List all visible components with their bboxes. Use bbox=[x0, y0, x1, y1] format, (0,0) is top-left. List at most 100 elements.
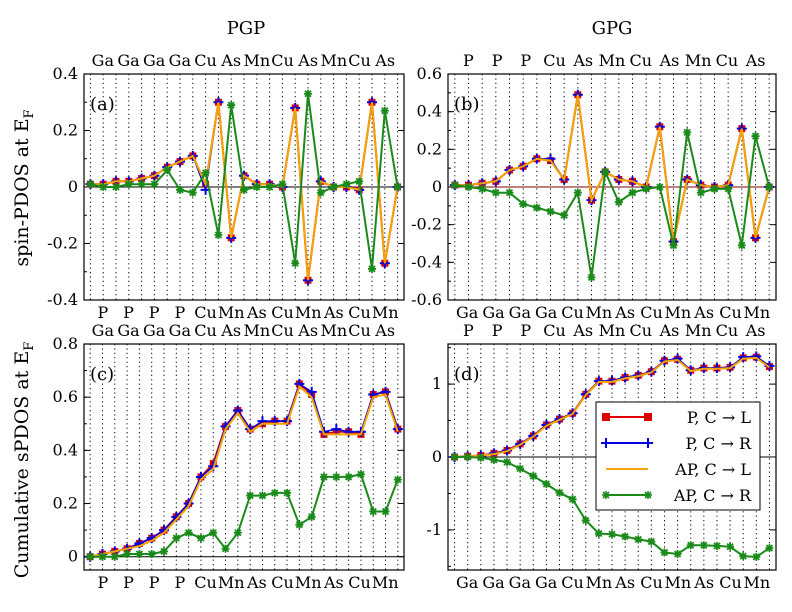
data-point bbox=[112, 183, 120, 191]
data-point bbox=[98, 552, 107, 561]
plot-frame bbox=[447, 73, 777, 301]
site-label: As bbox=[323, 573, 344, 592]
data-point bbox=[227, 101, 236, 110]
site-label: P bbox=[492, 321, 503, 340]
site-label: Ga bbox=[92, 51, 115, 70]
plot-frame bbox=[83, 73, 405, 301]
site-label: Cu bbox=[194, 321, 217, 340]
data-point bbox=[669, 241, 678, 250]
site-label: As bbox=[745, 51, 766, 70]
site-label: Cu bbox=[543, 321, 566, 340]
site-label: As bbox=[572, 51, 593, 70]
data-point bbox=[124, 180, 133, 189]
series-line-2 bbox=[454, 94, 771, 242]
site-label: Mn bbox=[664, 303, 691, 322]
data-point bbox=[381, 507, 390, 516]
site-label: P bbox=[174, 303, 185, 322]
legend: P, C → L P, C → R AP, C → L AP, C → R bbox=[595, 401, 761, 511]
site-label: As bbox=[374, 321, 395, 340]
plot-frame bbox=[83, 343, 405, 571]
site-label: Ga bbox=[482, 303, 505, 322]
site-label: Mn bbox=[743, 303, 770, 322]
site-label: Cu bbox=[271, 303, 294, 322]
y-axis-label-top: spin-PDOS at EF bbox=[11, 109, 37, 266]
site-label: Cu bbox=[640, 573, 663, 592]
data-point bbox=[221, 544, 230, 553]
site-label: As bbox=[297, 51, 318, 70]
y-tick-label: -0.4 bbox=[47, 290, 78, 309]
svg-text:spin-PDOS at EF: spin-PDOS at EF bbox=[11, 109, 37, 266]
data-point bbox=[329, 183, 338, 191]
data-point bbox=[581, 516, 590, 525]
data-point bbox=[306, 386, 317, 397]
data-point bbox=[478, 184, 487, 193]
y-tick-label: 0 bbox=[68, 547, 78, 566]
svg-text:Cumulative sPDOS at EF: Cumulative sPDOS at EF bbox=[11, 342, 37, 578]
data-point bbox=[464, 183, 473, 191]
site-label: P bbox=[174, 573, 185, 592]
data-point bbox=[137, 180, 146, 189]
data-point bbox=[621, 532, 630, 541]
site-label: As bbox=[220, 51, 241, 70]
y-tick-label: 0.2 bbox=[53, 121, 78, 140]
data-point bbox=[673, 549, 682, 558]
data-point bbox=[172, 534, 181, 543]
data-point bbox=[163, 166, 172, 175]
data-point bbox=[201, 168, 210, 177]
y-tick-label: -0.6 bbox=[411, 290, 442, 309]
data-point bbox=[686, 541, 695, 550]
data-point bbox=[726, 542, 735, 551]
series-line-2 bbox=[454, 356, 770, 458]
site-label: Cu bbox=[719, 573, 742, 592]
site-label: Ga bbox=[509, 303, 532, 322]
data-point bbox=[608, 530, 616, 539]
legend-label-p-right: P, C → R bbox=[685, 434, 752, 453]
site-label: Cu bbox=[640, 303, 663, 322]
data-point bbox=[393, 183, 402, 191]
y-label-top-sub: F bbox=[22, 109, 37, 118]
site-label: P bbox=[123, 573, 134, 592]
site-label: Ga bbox=[143, 321, 166, 340]
site-label: As bbox=[745, 321, 766, 340]
site-label: Cu bbox=[271, 321, 294, 340]
data-point bbox=[123, 550, 132, 559]
panel-tag: (a) bbox=[90, 94, 115, 115]
site-label: Ga bbox=[535, 303, 558, 322]
data-point bbox=[642, 184, 651, 193]
data-point bbox=[450, 181, 459, 190]
y-label-top-text: spin-PDOS at E bbox=[11, 118, 33, 266]
data-point bbox=[710, 184, 719, 193]
data-point bbox=[320, 472, 328, 481]
series-line-0 bbox=[454, 94, 771, 242]
site-label: P bbox=[463, 321, 474, 340]
data-point bbox=[355, 177, 364, 186]
data-point bbox=[765, 544, 774, 553]
site-label: P bbox=[520, 51, 531, 70]
site-label: Ga bbox=[456, 573, 479, 592]
data-point bbox=[463, 453, 472, 461]
y-tick-label: 0 bbox=[432, 447, 442, 466]
data-point bbox=[519, 199, 528, 208]
site-label: Cu bbox=[716, 321, 739, 340]
site-label: As bbox=[614, 573, 635, 592]
site-label: Ga bbox=[117, 321, 140, 340]
site-label: As bbox=[693, 573, 714, 592]
series-line-0 bbox=[89, 382, 399, 558]
y-tick-label: 0.4 bbox=[53, 440, 78, 459]
data-point bbox=[738, 352, 749, 363]
data-point bbox=[344, 472, 353, 481]
y-tick-label: 0.6 bbox=[417, 64, 442, 83]
site-label: Mn bbox=[599, 321, 626, 340]
legend-entry-ap-right: AP, C → R bbox=[602, 486, 752, 505]
panel-tag: (d) bbox=[454, 364, 480, 385]
site-label: Cu bbox=[561, 303, 584, 322]
data-point bbox=[696, 188, 705, 197]
data-point bbox=[516, 464, 525, 473]
data-point bbox=[332, 472, 341, 481]
data-point bbox=[196, 534, 205, 543]
data-point bbox=[380, 106, 389, 115]
data-point bbox=[503, 458, 512, 467]
data-point bbox=[214, 231, 223, 240]
data-point bbox=[751, 132, 760, 141]
